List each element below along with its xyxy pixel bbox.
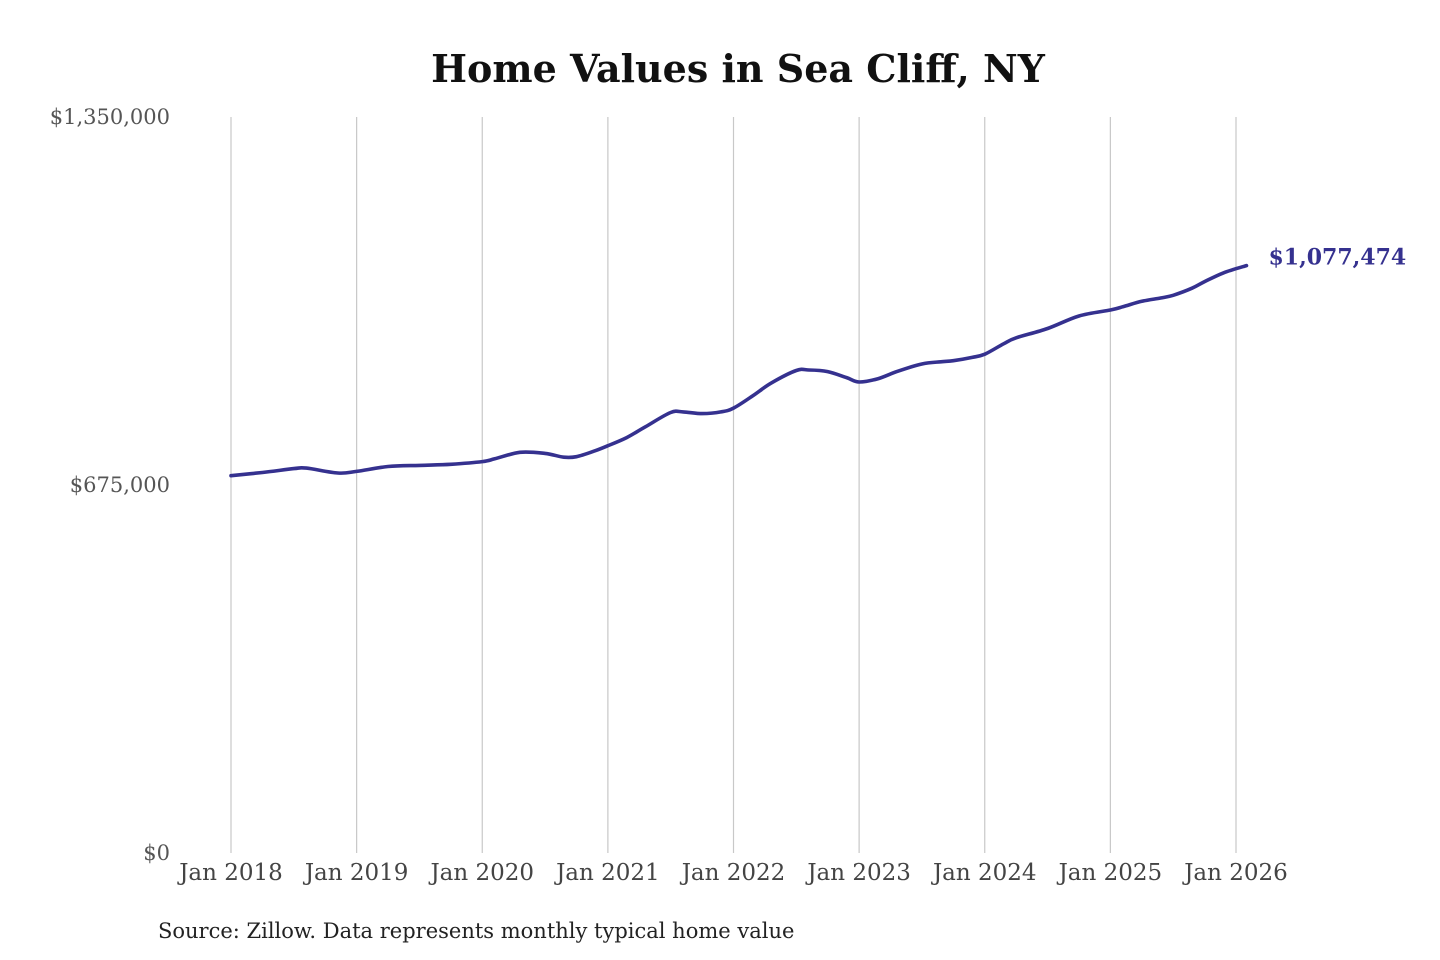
y-tick-label: $1,350,000 — [50, 105, 170, 129]
x-tick-label: Jan 2024 — [931, 860, 1037, 886]
series-line — [229, 263, 1249, 478]
y-axis-ticks: $0 $675,000 $1,350,000 — [50, 105, 170, 865]
source-note: Source: Zillow. Data represents monthly … — [158, 919, 794, 943]
x-tick-label: Jan 2022 — [680, 860, 786, 886]
x-tick-label: Jan 2018 — [177, 860, 283, 886]
y-tick-label: $0 — [143, 841, 170, 865]
x-tick-label: Jan 2020 — [428, 860, 534, 886]
x-tick-label: Jan 2021 — [554, 860, 660, 886]
y-tick-label: $675,000 — [70, 473, 170, 497]
x-tick-label: Jan 2023 — [805, 860, 911, 886]
x-tick-label: Jan 2026 — [1182, 860, 1288, 886]
latest-value-label: $1,077,474 — [1268, 245, 1406, 271]
chart-title: Home Values in Sea Cliff, NY — [431, 46, 1046, 91]
series-layer — [229, 263, 1249, 478]
x-tick-label: Jan 2019 — [303, 860, 409, 886]
gridlines — [230, 117, 1237, 853]
x-axis-ticks: Jan 2018 Jan 2019 Jan 2020 Jan 2021 Jan 2022… — [177, 860, 1288, 886]
x-tick-label: Jan 2025 — [1057, 860, 1163, 886]
